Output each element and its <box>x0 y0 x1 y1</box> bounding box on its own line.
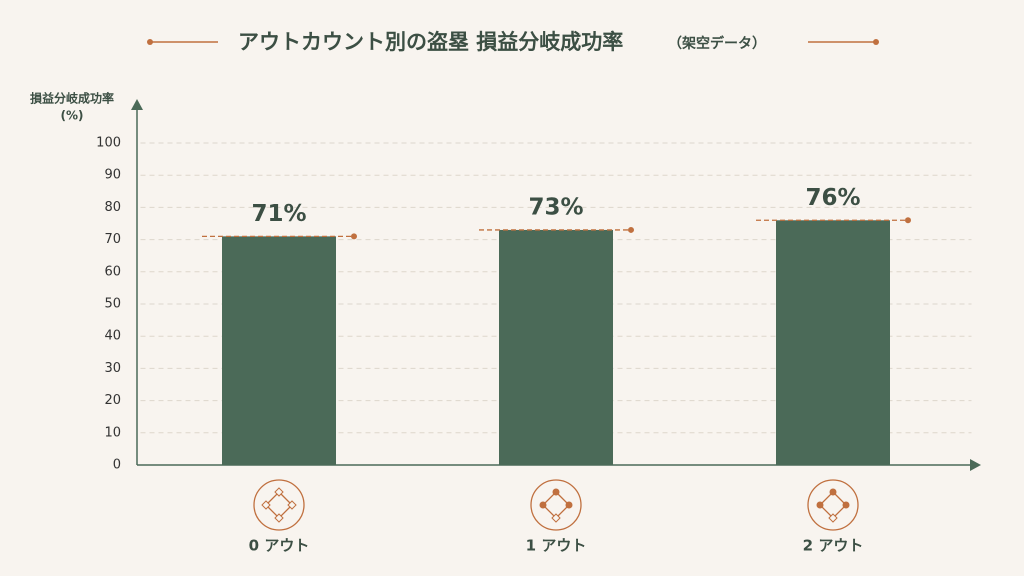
x-axis-arrow <box>970 459 981 471</box>
y-tick-label: 40 <box>104 329 121 344</box>
y-tick-label: 100 <box>96 136 121 151</box>
bar-top-dot <box>628 226 634 233</box>
base-icon <box>274 487 284 497</box>
base-icon <box>539 501 547 509</box>
y-axis-unit: (%) <box>61 109 84 123</box>
data-label: 76% <box>805 185 860 211</box>
x-tick-label: 1 アウト <box>526 537 587 555</box>
y-tick-label: 50 <box>104 297 121 312</box>
base-icon <box>828 513 838 523</box>
y-axis-arrow <box>131 99 143 110</box>
y-tick-label: 30 <box>104 361 121 376</box>
base-icon <box>274 513 284 523</box>
y-tick-label: 0 <box>113 458 121 473</box>
chart-title: アウトカウント別の盗塁 損益分岐成功率 <box>238 30 623 54</box>
base-icon <box>551 513 561 523</box>
base-icon <box>552 488 560 496</box>
title-ornament <box>873 39 879 45</box>
base-icon <box>807 479 859 531</box>
x-tick-label: 2 アウト <box>803 537 864 555</box>
data-label: 73% <box>528 194 583 220</box>
y-tick-label: 60 <box>104 264 121 279</box>
base-icon <box>253 479 305 531</box>
y-tick-label: 80 <box>104 200 121 215</box>
base-icon <box>829 488 837 496</box>
title-note: （架空データ） <box>668 35 766 52</box>
base-icon <box>842 501 850 509</box>
bar <box>776 220 890 465</box>
title-ornament <box>147 39 153 45</box>
x-tick-label: 0 アウト <box>249 537 310 555</box>
data-label: 71% <box>251 201 306 227</box>
y-tick-label: 70 <box>104 232 121 247</box>
bar-top-dot <box>351 233 357 240</box>
y-tick-label: 10 <box>104 425 121 440</box>
base-icon <box>565 501 573 509</box>
bar-top-dot <box>905 217 911 224</box>
base-icon <box>816 501 824 509</box>
y-tick-label: 20 <box>104 393 121 408</box>
bar <box>499 229 613 465</box>
bar <box>222 236 336 465</box>
y-tick-label: 90 <box>104 168 121 183</box>
base-icon <box>287 500 297 510</box>
base-icon <box>261 500 271 510</box>
y-axis-label: 損益分岐成功率 <box>30 91 114 106</box>
base-icon <box>530 479 582 531</box>
